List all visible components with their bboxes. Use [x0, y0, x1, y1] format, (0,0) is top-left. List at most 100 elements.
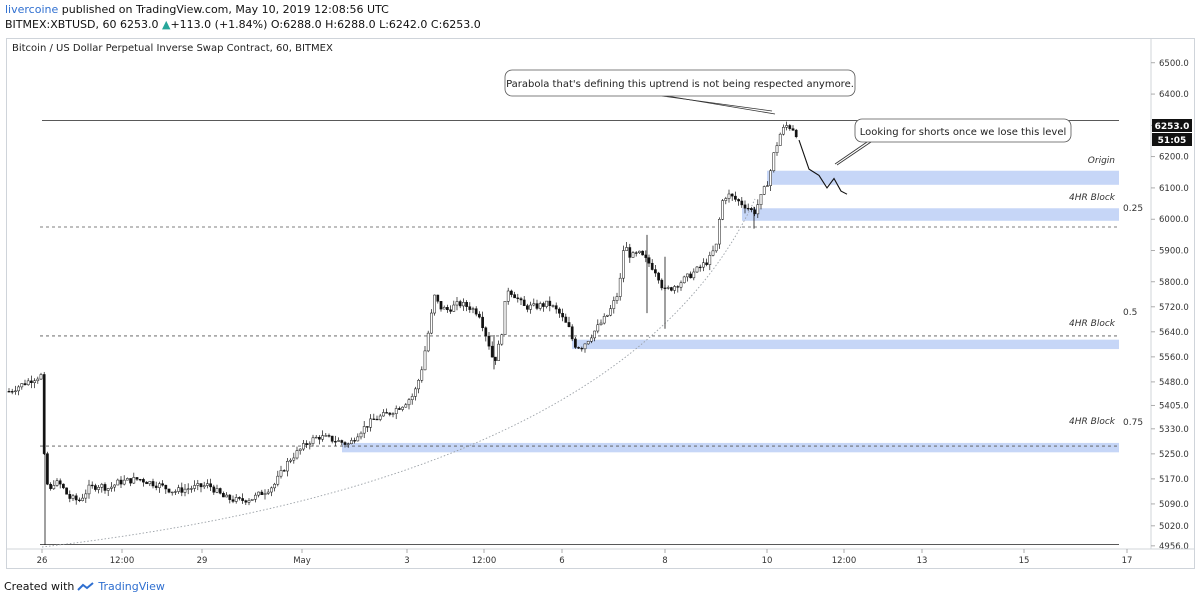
projected-price-path — [798, 139, 848, 195]
candle-body — [311, 437, 315, 444]
time-tick-label: 26 — [37, 556, 48, 566]
candle-body — [478, 313, 481, 318]
candle-body — [577, 347, 580, 349]
candle-body — [705, 262, 708, 265]
candle-body — [292, 457, 296, 461]
candle-body — [465, 302, 468, 307]
candle-body — [209, 483, 212, 488]
candle-body — [391, 413, 395, 415]
chart-frame[interactable]: Bitcoin / US Dollar Perpetual Inverse Sw… — [6, 38, 1195, 569]
high-label: H: — [325, 18, 338, 31]
open-label: O: — [270, 18, 284, 31]
time-tick-label: May — [293, 556, 311, 566]
low-label: L: — [379, 18, 389, 31]
candle-body — [702, 262, 705, 268]
candle-body — [17, 386, 20, 392]
time-tick-label: 12:00 — [110, 556, 135, 566]
candle-body — [794, 129, 798, 137]
candle-body — [343, 442, 347, 445]
candle-body — [110, 486, 113, 489]
candle-body — [100, 484, 104, 488]
candle-body — [791, 128, 795, 131]
candle-body — [599, 322, 603, 326]
candle-body — [602, 316, 606, 324]
tradingview-brand-link[interactable]: TradingView — [98, 580, 165, 593]
candle-body — [689, 273, 692, 279]
candle-body — [122, 479, 126, 485]
candle-body — [785, 125, 788, 128]
candle-body — [394, 408, 398, 415]
zones — [342, 170, 1119, 453]
candle-body — [260, 491, 264, 495]
up-arrow-icon: ▲ — [162, 18, 171, 31]
candle-body — [7, 391, 11, 393]
close-label: C: — [430, 18, 443, 31]
candle-body — [369, 418, 372, 428]
candle-body — [151, 481, 155, 487]
time-tick-label: 29 — [197, 556, 208, 566]
candle-body — [36, 378, 40, 382]
last-price-badge-bg — [1152, 119, 1192, 132]
time-axis[interactable]: 26 12:00 29 May 3 12:00 6 8 10 12:00 13 15 17 — [37, 549, 1133, 566]
candle-body — [778, 133, 782, 146]
candle-body — [615, 296, 619, 301]
price-tick-label: 4956.0 — [1159, 542, 1189, 552]
candle-body — [350, 440, 353, 445]
symbol-label: BITMEX:XBTUSD, 60 — [5, 18, 117, 31]
callout-parabola[interactable]: Parabola that's defining this uptrend is… — [504, 69, 856, 115]
candle-body — [238, 497, 241, 499]
candle-body — [39, 374, 43, 380]
price-tick-label: 5480.0 — [1159, 378, 1189, 388]
candle-body — [510, 290, 513, 295]
candle-body — [775, 145, 779, 153]
candle-body — [308, 443, 312, 445]
candle-body — [14, 390, 17, 392]
candle-body — [695, 266, 699, 273]
candle-body — [234, 497, 238, 502]
candle-body — [362, 426, 366, 434]
candle-body — [174, 491, 177, 493]
candle-body — [721, 200, 724, 220]
candle-body — [631, 252, 635, 258]
candle-body — [359, 432, 363, 438]
candle-body — [330, 435, 334, 442]
candle-body — [433, 294, 436, 314]
candle-body — [366, 426, 369, 428]
candle-body — [241, 498, 244, 501]
candle-body — [746, 207, 750, 210]
candle-body — [378, 415, 382, 420]
price-axis[interactable]: 6500.06400.06300.06200.06100.06000.05900… — [1151, 59, 1189, 552]
candle-body — [119, 479, 123, 485]
callout-shorts-pointer-2 — [836, 141, 872, 166]
author-link[interactable]: livercoine — [5, 3, 59, 16]
callout-shorts[interactable]: Looking for shorts once we lose this lev… — [834, 118, 1072, 166]
candle-body — [503, 301, 507, 336]
candle-body — [481, 316, 484, 329]
candle-body — [318, 436, 321, 440]
time-tick-label: 6 — [559, 556, 564, 566]
candle-body — [737, 199, 740, 202]
candle-body — [753, 209, 756, 215]
price-tick-label: 5405.0 — [1159, 401, 1189, 411]
candle-body — [298, 448, 302, 451]
candle-body — [641, 250, 644, 256]
candle-body — [289, 459, 292, 462]
candle-body — [74, 495, 78, 501]
candle-body — [177, 487, 180, 492]
candle-body — [474, 308, 478, 315]
candle-body — [270, 487, 273, 493]
price-tick-label: 6400.0 — [1159, 90, 1189, 100]
candle-body — [142, 479, 145, 483]
candle-body — [769, 170, 772, 186]
candle-body — [676, 286, 680, 288]
candle-body — [212, 486, 216, 493]
candle-body — [372, 418, 376, 420]
candle-body — [305, 443, 308, 445]
callout-parabola-pointer-2 — [666, 95, 776, 115]
candle-body — [388, 412, 392, 415]
candle-body — [529, 304, 532, 310]
high-value: 6288.0 — [337, 18, 376, 31]
price-chart[interactable]: Bitcoin / US Dollar Perpetual Inverse Sw… — [7, 39, 1194, 568]
candle-body — [506, 290, 510, 302]
tradingview-logo-icon — [77, 581, 95, 591]
